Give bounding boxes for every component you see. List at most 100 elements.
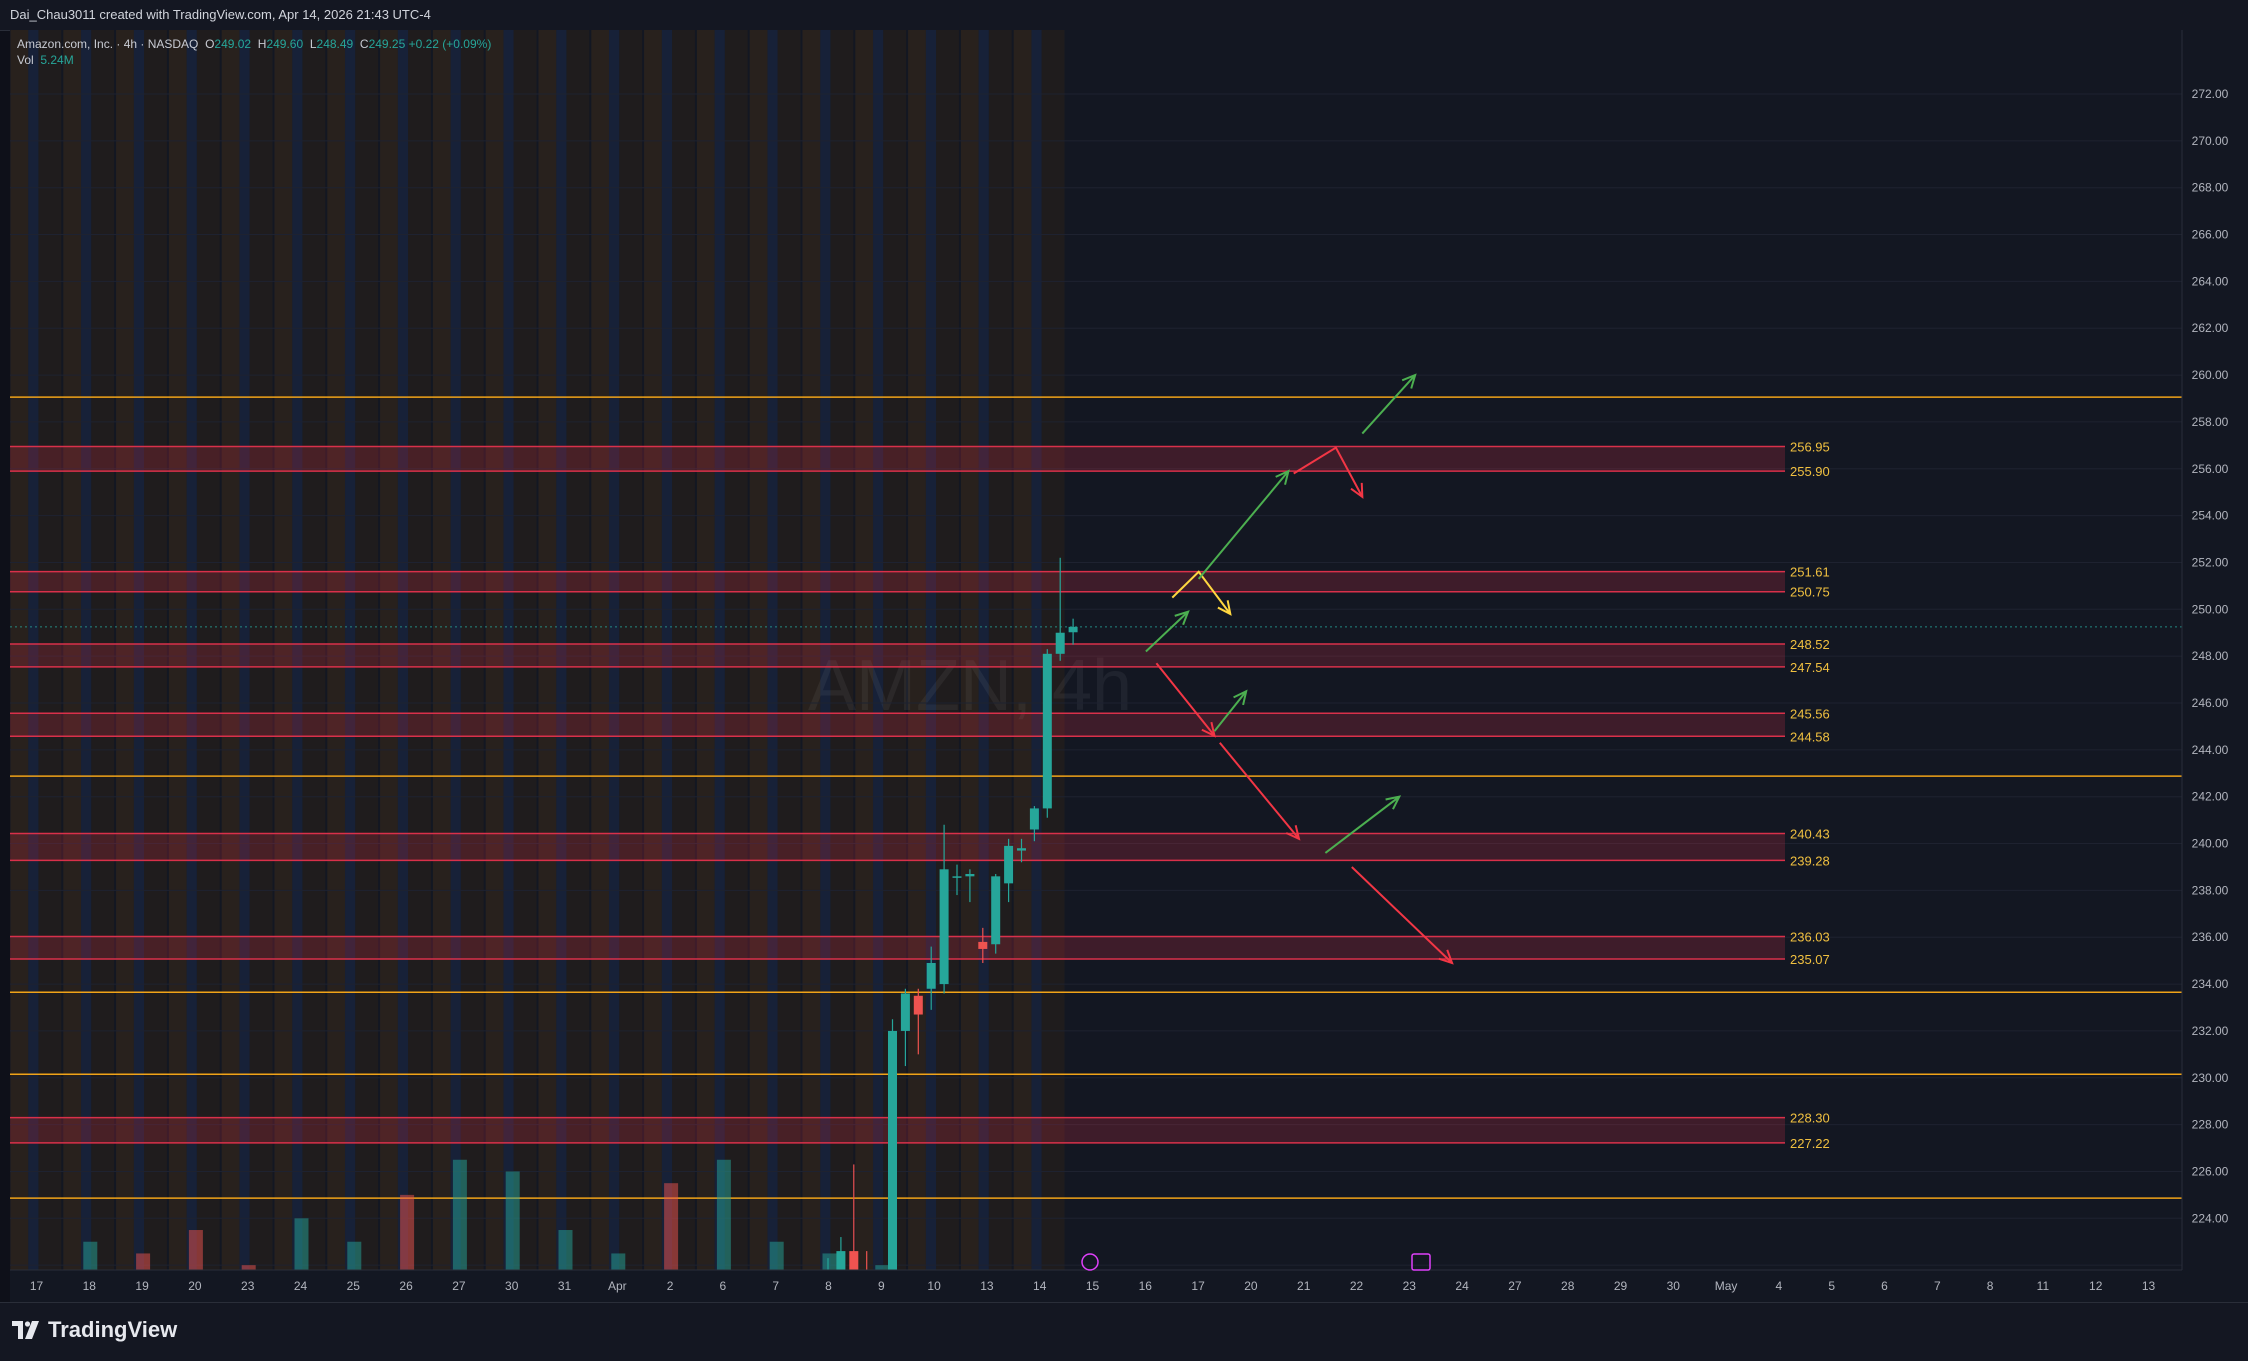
- session-stripe: [274, 30, 293, 1270]
- price-tick-label: 254.00: [2192, 509, 2229, 523]
- price-axis-labels: 272.00 270.00 268.00 266.00 264.00 262.00 260.…: [2192, 87, 2229, 1225]
- chart-area[interactable]: AMZN, 4h 256.95 255.90 251.61 250.75 248.52 24…: [10, 30, 2248, 1302]
- price-tick-label: 242.00: [2192, 790, 2229, 804]
- volume-bar: [347, 1241, 362, 1270]
- volume-bar: [875, 1265, 890, 1270]
- volume-bar: [611, 1253, 626, 1270]
- price-tick-label: 228.00: [2192, 1118, 2229, 1132]
- candle-body: [900, 993, 910, 1031]
- legend-ohlc-row: Amazon.com, Inc. · 4h · NASDAQ O249.02 H…: [17, 36, 491, 52]
- session-stripe: [883, 30, 907, 1270]
- resistance-zones: 256.95 255.90 251.61 250.75 248.52 247.54 245.…: [10, 440, 1830, 1151]
- time-tick-label: 17: [30, 1279, 44, 1293]
- session-stripe: [249, 30, 273, 1270]
- session-stripe: [63, 30, 82, 1270]
- price-chart[interactable]: AMZN, 4h256.95255.90251.61250.75248.5224…: [10, 30, 2248, 1302]
- session-stripe: [538, 30, 557, 1270]
- price-tick-label: 234.00: [2192, 977, 2229, 991]
- time-tick-label: 29: [1614, 1279, 1628, 1293]
- session-stripe: [802, 30, 821, 1270]
- legend-high-value: 249.60: [266, 37, 304, 51]
- footer-bar: TradingView: [0, 1302, 2248, 1361]
- price-tick-label: 238.00: [2192, 883, 2229, 897]
- zone-top-label: 256.95: [1790, 440, 1830, 455]
- price-tick-label: 256.00: [2192, 462, 2229, 476]
- time-tick-label: 23: [241, 1279, 255, 1293]
- projection-arrow-head: [1217, 600, 1232, 616]
- chart-legend: Amazon.com, Inc. · 4h · NASDAQ O249.02 H…: [17, 36, 491, 68]
- projection-arrow-line: [1213, 690, 1247, 732]
- legend-close-value: 249.25 +0.22 (+0.09%): [368, 37, 492, 51]
- volume-bar: [822, 1253, 837, 1270]
- projection-arrow-head: [1233, 689, 1248, 706]
- session-stripe: [714, 30, 725, 1270]
- projection-arrow-line: [1293, 446, 1364, 498]
- volume-bar: [136, 1253, 151, 1270]
- candle-body: [926, 962, 936, 989]
- session-stripe: [749, 30, 768, 1270]
- projection-arrow-line: [1197, 470, 1290, 580]
- price-tick-label: 258.00: [2192, 415, 2229, 429]
- session-stripe: [292, 30, 303, 1270]
- candle-body: [1068, 626, 1078, 633]
- price-tick-label: 232.00: [2192, 1024, 2229, 1038]
- resistance-zone: [10, 833, 1785, 861]
- session-stripe: [566, 30, 590, 1270]
- session-stripe: [221, 30, 240, 1270]
- tradingview-logo-icon: [12, 1321, 39, 1339]
- session-stripe: [830, 30, 854, 1270]
- price-tick-label: 250.00: [2192, 602, 2229, 616]
- header-bar: Dai_Chau3011 created with TradingView.co…: [0, 0, 2248, 31]
- tradingview-logo[interactable]: TradingView: [12, 1317, 177, 1343]
- session-stripe: [960, 30, 979, 1270]
- legend-low-value: 248.49: [316, 37, 354, 51]
- session-stripe: [485, 30, 504, 1270]
- time-tick-label: 30: [505, 1279, 519, 1293]
- volume-bars: [83, 1159, 890, 1270]
- session-stripe: [432, 30, 451, 1270]
- zone-bottom-label: 235.07: [1790, 952, 1830, 967]
- time-tick-label: 6: [1881, 1279, 1888, 1293]
- session-stripe: [556, 30, 567, 1270]
- event-markers: [1081, 1253, 1431, 1271]
- time-tick-label: 24: [294, 1279, 308, 1293]
- candle-body: [1029, 808, 1039, 830]
- volume-bar: [505, 1171, 520, 1270]
- candle-body: [1004, 845, 1014, 884]
- session-stripe: [408, 30, 431, 1270]
- price-tick-label: 240.00: [2192, 837, 2229, 851]
- projection-arrows: [1145, 373, 1454, 965]
- session-stripe: [345, 30, 356, 1270]
- volume-bar: [400, 1194, 415, 1270]
- time-tick-label: 30: [1667, 1279, 1681, 1293]
- price-tick-label: 224.00: [2192, 1211, 2229, 1225]
- session-stripe: [116, 30, 134, 1270]
- zone-bottom-label: 244.58: [1790, 729, 1830, 744]
- session-stripe: [644, 30, 662, 1270]
- session-stripe: [591, 30, 610, 1270]
- session-stripe: [91, 30, 115, 1270]
- session-stripe: [302, 30, 326, 1270]
- candle-body: [1017, 848, 1026, 851]
- legend-low-label: L: [309, 37, 317, 51]
- projection-arrow-line: [1171, 570, 1232, 615]
- time-axis-labels: 17 18 19 20 23 24 25 26 27 30 31 Apr 2 6 7 8 9 10 13 14 15 16…: [30, 1279, 2156, 1293]
- projection-arrow-head: [1438, 949, 1454, 965]
- price-tick-label: 270.00: [2192, 134, 2229, 148]
- volume-bar: [452, 1159, 467, 1270]
- session-shading: [10, 30, 1065, 1270]
- time-tick-label: 15: [1086, 1279, 1100, 1293]
- projection-arrow-line: [1155, 662, 1216, 737]
- legend-volume-label: Vol: [17, 53, 34, 67]
- candle-body: [965, 873, 975, 877]
- time-tick-label: 24: [1455, 1279, 1469, 1293]
- tradingview-brand-text: TradingView: [48, 1317, 178, 1342]
- time-tick-label: 31: [558, 1279, 572, 1293]
- candle-body: [978, 941, 988, 949]
- earnings-event-icon: [1411, 1253, 1431, 1271]
- session-stripe: [724, 30, 748, 1270]
- price-tick-label: 272.00: [2192, 87, 2229, 101]
- session-stripe: [855, 30, 874, 1270]
- session-stripe: [168, 30, 187, 1270]
- projection-arrow-head: [1201, 721, 1216, 738]
